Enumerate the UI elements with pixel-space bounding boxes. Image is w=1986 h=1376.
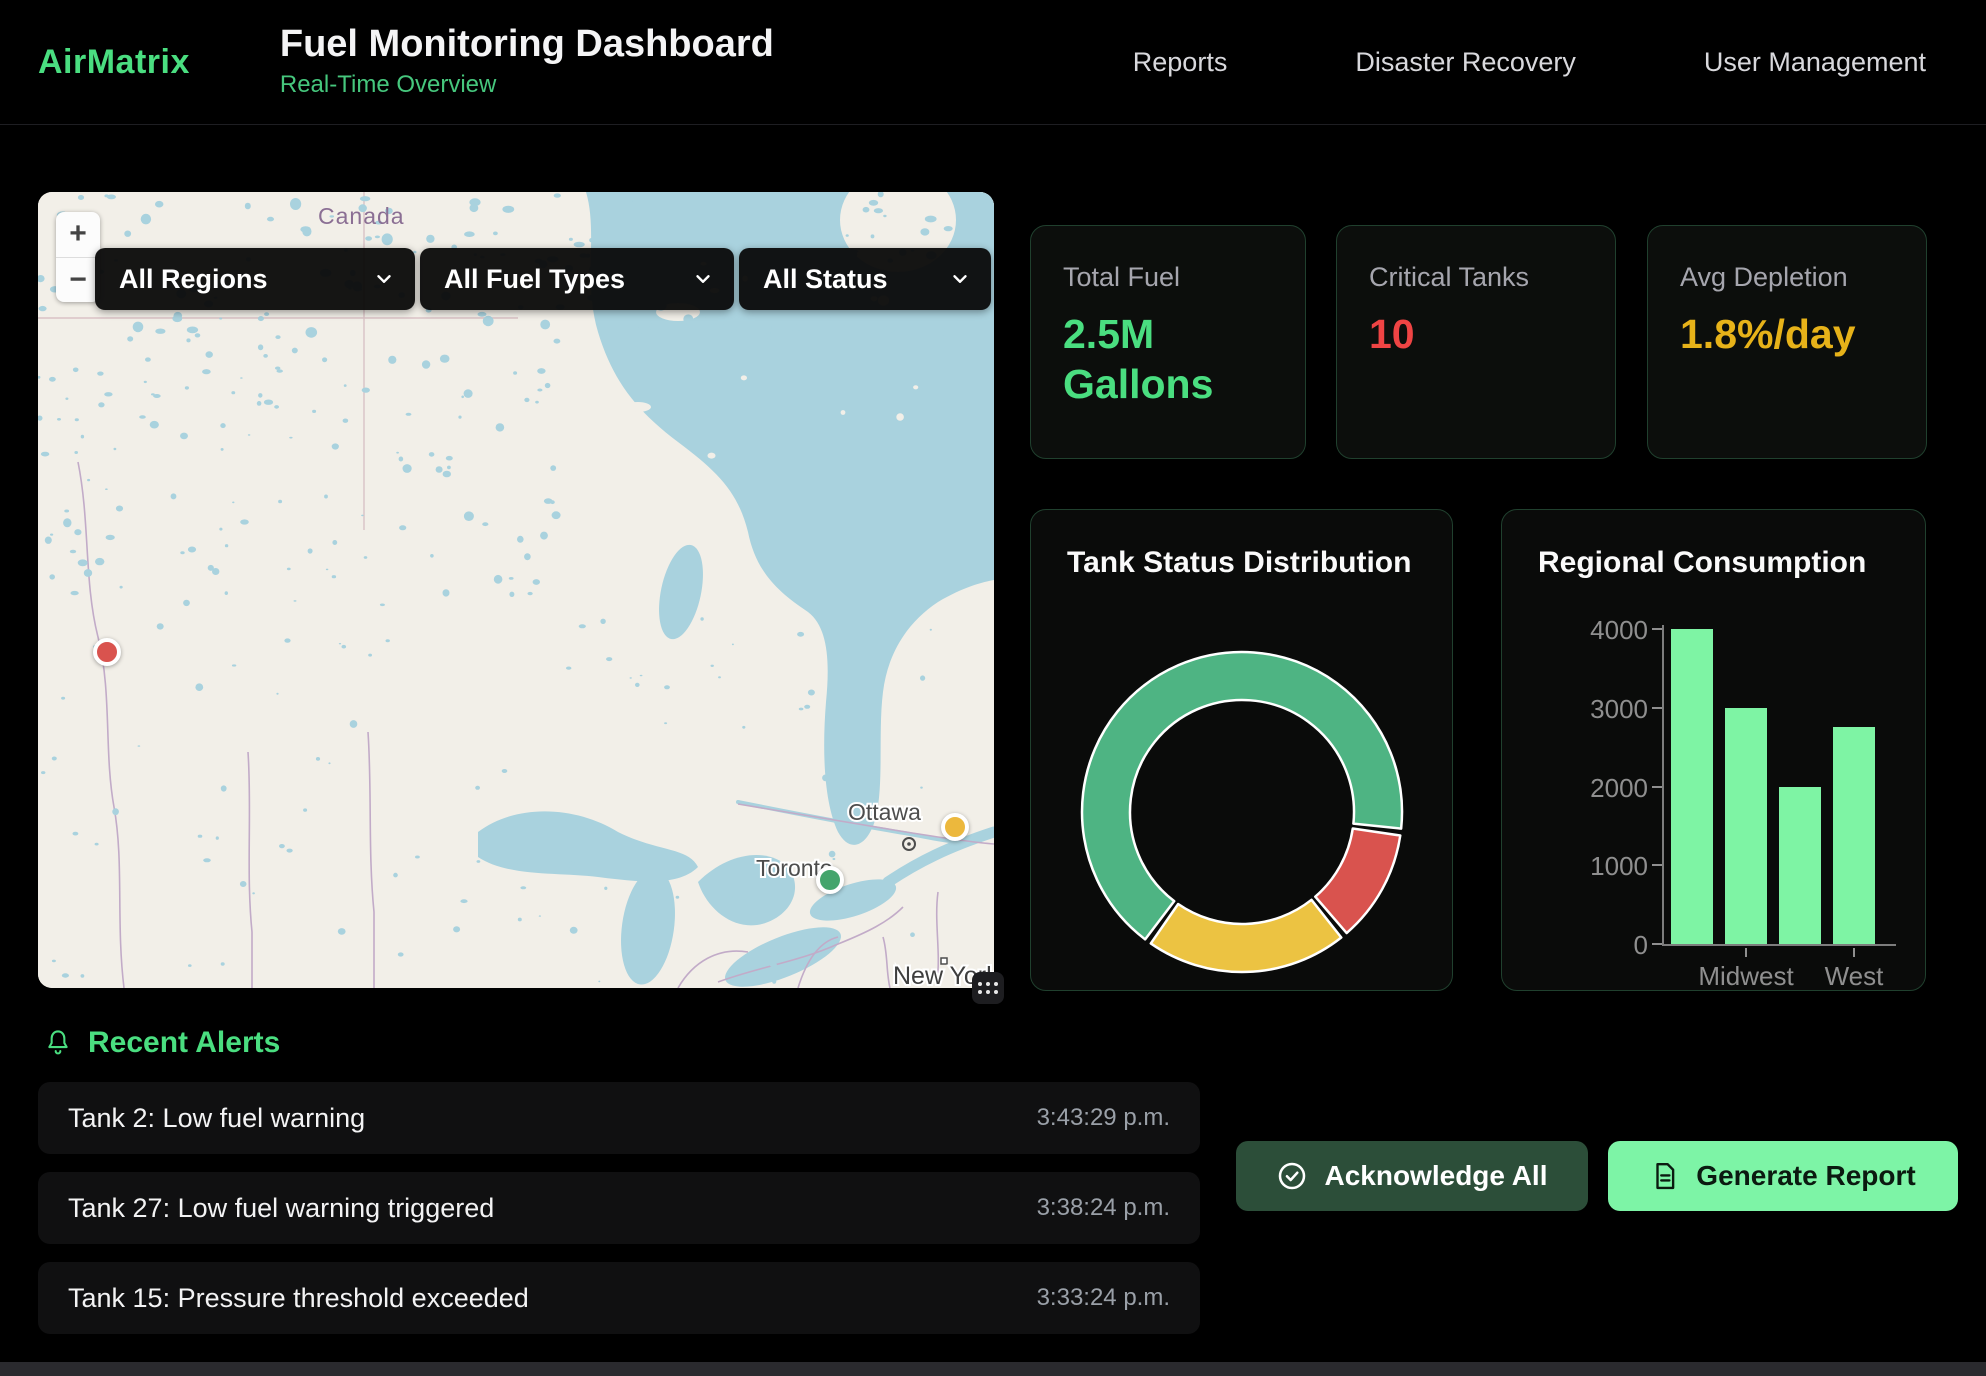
alert-text: Tank 15: Pressure threshold exceeded [68,1283,529,1314]
nav-reports[interactable]: Reports [1133,47,1228,78]
y-tick-label: 4000 [1568,615,1648,646]
stat-card-avg-depletion: Avg Depletion 1.8%/day [1647,225,1927,459]
alert-text: Tank 2: Low fuel warning [68,1103,365,1134]
region-filter-dropdown[interactable]: All Regions [95,248,415,310]
check-circle-icon [1276,1160,1308,1192]
x-tick-mark [1745,948,1747,957]
generate-report-label: Generate Report [1696,1160,1915,1192]
chart-title: Regional Consumption [1538,546,1866,580]
y-tick-mark [1652,864,1662,866]
alert-row[interactable]: Tank 15: Pressure threshold exceeded 3:3… [38,1262,1200,1334]
y-tick-mark [1652,786,1662,788]
fuel-map[interactable]: Canada Ottawa Toronto New York + − All R… [38,192,994,988]
map-marker-warning[interactable] [941,813,969,841]
y-tick-mark [1652,707,1662,709]
y-tick-label: 0 [1568,930,1648,961]
tank-status-donut-chart [1072,642,1412,982]
bell-icon [44,1028,72,1058]
donut-segment-warning [1151,900,1341,972]
zoom-out-button[interactable]: − [56,257,100,303]
chevron-down-icon [373,268,395,290]
map-label-canada: Canada [318,203,405,229]
alerts-title: Recent Alerts [88,1026,280,1060]
chevron-down-icon [949,268,971,290]
brand-logo: AirMatrix [38,43,190,82]
x-tick-mark [1853,948,1855,957]
bar-region-3 [1833,727,1875,944]
stat-value: 1.8%/day [1680,309,1894,359]
stat-card-critical-tanks: Critical Tanks 10 [1336,225,1616,459]
map-label-ottawa: Ottawa [848,799,921,825]
chart-title: Tank Status Distribution [1067,546,1411,580]
tank-status-card: Tank Status Distribution [1030,509,1453,991]
page-subtitle: Real-Time Overview [280,71,774,99]
map-marker-normal[interactable] [816,866,844,894]
map-canvas: Canada Ottawa Toronto New York [38,192,994,988]
bottom-scrollbar[interactable] [0,1362,1986,1376]
map-zoom-control: + − [56,212,100,302]
alert-time: 3:43:29 p.m. [1037,1104,1170,1132]
alert-row[interactable]: Tank 2: Low fuel warning 3:43:29 p.m. [38,1082,1200,1154]
alert-row[interactable]: Tank 27: Low fuel warning triggered 3:38… [38,1172,1200,1244]
generate-report-button[interactable]: Generate Report [1608,1141,1958,1211]
bar-region-2 [1779,787,1821,945]
main-nav: Reports Disaster Recovery User Managemen… [1133,47,1986,78]
stat-value: 10 [1369,309,1583,359]
fuel-type-filter-dropdown[interactable]: All Fuel Types [420,248,734,310]
y-axis-line [1662,625,1664,944]
x-axis-line [1662,944,1896,946]
y-tick-mark [1652,628,1662,630]
status-filter-value: All Status [763,264,888,295]
y-tick-label: 2000 [1568,773,1648,804]
stat-card-total-fuel: Total Fuel 2.5M Gallons [1030,225,1306,459]
region-filter-value: All Regions [119,264,268,295]
nav-disaster-recovery[interactable]: Disaster Recovery [1355,47,1576,78]
chevron-down-icon [692,268,714,290]
bar-region-1 [1725,708,1767,944]
status-filter-dropdown[interactable]: All Status [739,248,991,310]
report-document-icon [1650,1161,1680,1191]
acknowledge-all-button[interactable]: Acknowledge All [1236,1141,1588,1211]
map-marker-critical[interactable] [93,638,121,666]
stat-value: 2.5M Gallons [1063,309,1273,409]
regional-consumption-bar-chart: 01000200030004000MidwestWest [1502,600,1927,992]
map-resize-handle[interactable] [972,972,1004,1004]
stat-label: Avg Depletion [1680,262,1894,293]
alert-time: 3:33:24 p.m. [1037,1284,1170,1312]
alert-text: Tank 27: Low fuel warning triggered [68,1193,494,1224]
alert-time: 3:38:24 p.m. [1037,1194,1170,1222]
fuel-type-filter-value: All Fuel Types [444,264,625,295]
page-title: Fuel Monitoring Dashboard [280,25,774,65]
stat-label: Critical Tanks [1369,262,1583,293]
zoom-in-button[interactable]: + [56,212,100,257]
donut-segment-critical [1315,828,1400,933]
nav-user-management[interactable]: User Management [1704,47,1926,78]
x-tick-label: West [1784,961,1924,992]
acknowledge-all-label: Acknowledge All [1324,1160,1547,1192]
header: AirMatrix Fuel Monitoring Dashboard Real… [0,0,1986,125]
alerts-header: Recent Alerts [44,1026,280,1060]
stat-label: Total Fuel [1063,262,1273,293]
y-tick-label: 1000 [1568,851,1648,882]
map-filter-bar: All Regions All Fuel Types All Status [95,248,991,310]
header-titles: Fuel Monitoring Dashboard Real-Time Over… [280,25,774,100]
bar-region-0 [1671,629,1713,944]
y-tick-label: 3000 [1568,694,1648,725]
regional-consumption-card: Regional Consumption 01000200030004000Mi… [1501,509,1926,991]
y-tick-mark [1652,943,1662,945]
